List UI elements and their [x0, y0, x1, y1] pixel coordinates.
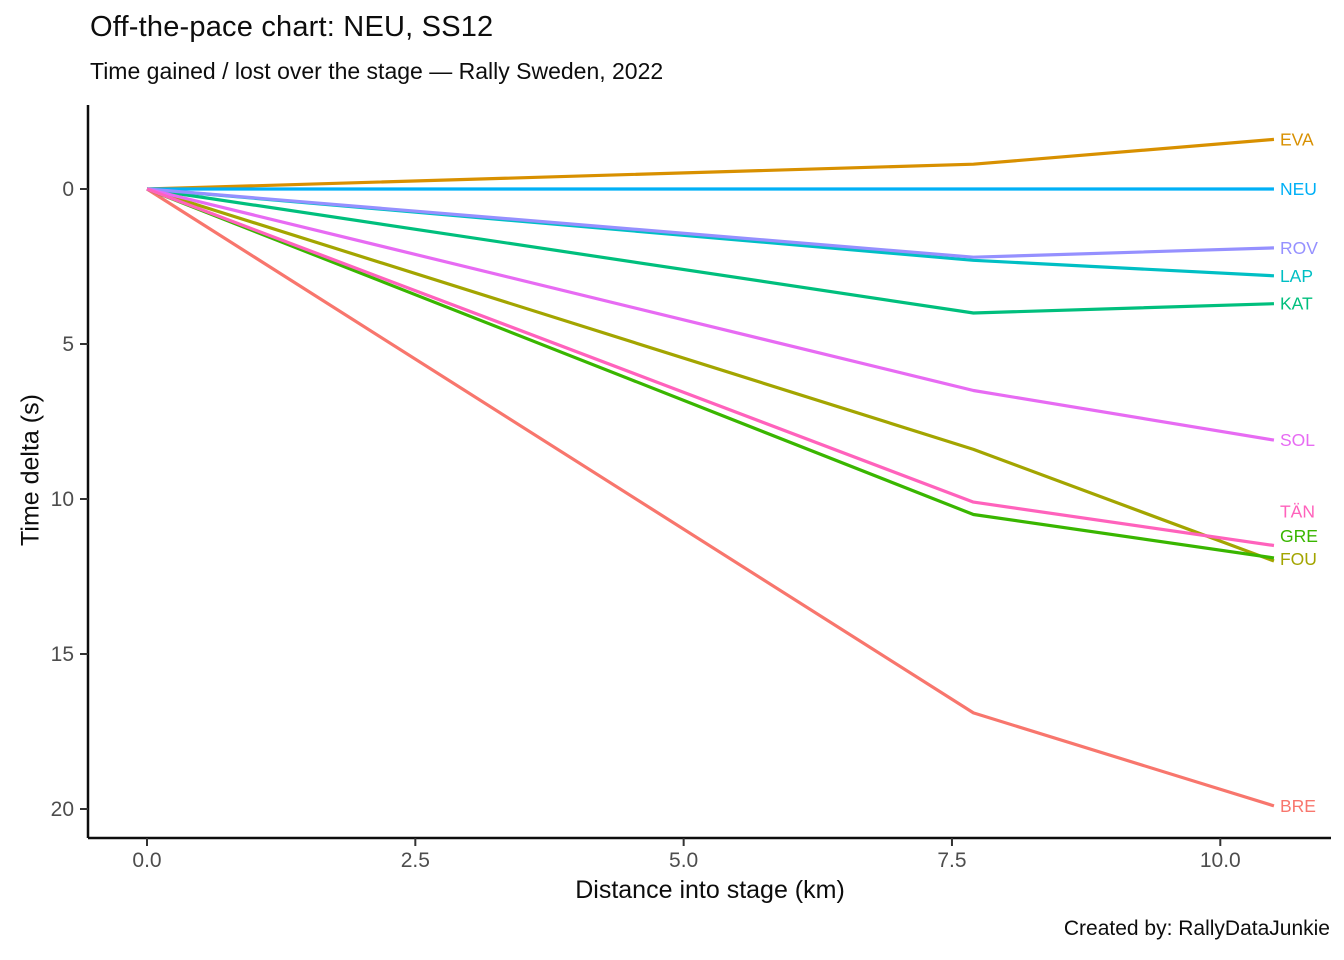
driver-line-EVA — [146, 137, 1275, 191]
x-axis-title: Distance into stage (km) — [575, 876, 845, 904]
driver-label-GRE: GRE — [1280, 526, 1318, 546]
driver-line-BRE — [146, 187, 1275, 808]
driver-label-LAP: LAP — [1280, 266, 1313, 286]
x-tick-label: 7.5 — [937, 849, 966, 872]
driver-line-TÄN — [146, 187, 1275, 548]
driver-line-GRE — [146, 187, 1275, 560]
y-tick-label: 10 — [51, 488, 74, 511]
chart-title: Off-the-pace chart: NEU, SS12 — [90, 11, 494, 43]
y-tick-label: 5 — [62, 333, 74, 356]
driver-label-TÄN: TÄN — [1280, 502, 1315, 522]
x-tick-label: 0.0 — [132, 849, 161, 872]
driver-label-BRE: BRE — [1280, 796, 1316, 816]
x-tick-label: 5.0 — [669, 849, 698, 872]
driver-label-KAT: KAT — [1280, 294, 1313, 314]
driver-label-NEU: NEU — [1280, 179, 1317, 199]
driver-line-ROV — [146, 187, 1275, 259]
chart-subtitle: Time gained / lost over the stage — Rall… — [90, 58, 664, 84]
driver-label-EVA: EVA — [1280, 129, 1314, 149]
x-tick-label: 10.0 — [1200, 849, 1241, 872]
driver-label-SOL: SOL — [1280, 430, 1315, 450]
x-tick-label: 2.5 — [401, 849, 430, 872]
chart-caption: Created by: RallyDataJunkie — [1063, 917, 1330, 940]
y-tick-label: 20 — [51, 798, 74, 821]
y-tick-label: 0 — [62, 178, 74, 201]
driver-line-SOL — [146, 187, 1275, 442]
y-tick-label: 15 — [51, 643, 74, 666]
driver-label-ROV: ROV — [1280, 238, 1318, 258]
driver-line-KAT — [146, 187, 1275, 315]
driver-line-FOU — [146, 187, 1275, 563]
driver-label-FOU: FOU — [1280, 549, 1317, 569]
